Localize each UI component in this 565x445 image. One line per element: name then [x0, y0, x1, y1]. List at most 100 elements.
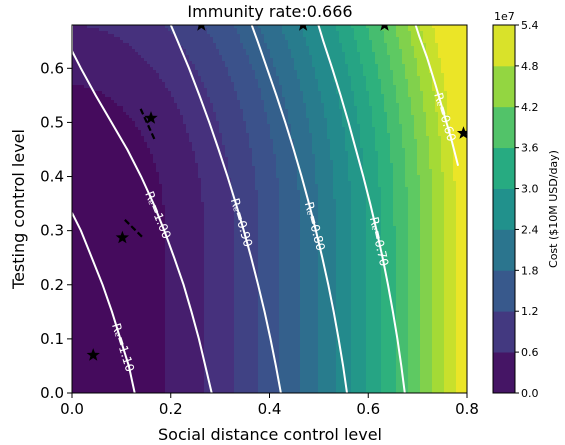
cost-cell — [75, 64, 79, 68]
cost-cell — [129, 148, 133, 152]
cost-cell — [129, 208, 133, 212]
cost-cell — [138, 100, 142, 104]
cost-cell — [108, 208, 112, 212]
cost-cell — [84, 310, 88, 314]
cost-cell — [111, 205, 115, 209]
cost-cell — [111, 64, 115, 68]
cost-cell — [144, 328, 148, 332]
cost-cell — [78, 307, 82, 311]
cost-cell — [87, 157, 91, 161]
cost-cell — [108, 391, 112, 393]
cost-cell — [132, 58, 136, 62]
cost-cell — [72, 277, 76, 281]
cost-cell — [87, 325, 91, 329]
cost-cell — [129, 283, 133, 287]
plot-area — [72, 25, 467, 393]
cost-cell — [147, 112, 151, 116]
cost-cell — [87, 193, 91, 197]
cost-cell — [123, 37, 127, 41]
cost-cell — [123, 328, 127, 332]
cost-cell — [108, 43, 112, 47]
cost-cell — [99, 304, 103, 308]
cost-cell — [75, 100, 79, 104]
cost-cell — [102, 355, 106, 359]
cost-cell — [138, 337, 142, 341]
cost-cell — [90, 172, 94, 176]
cost-cell — [135, 184, 139, 188]
cost-cell — [129, 307, 133, 311]
cost-cell — [111, 328, 115, 332]
cost-cell — [87, 55, 91, 59]
cost-cell — [132, 46, 136, 50]
cost-cell — [129, 175, 133, 179]
cost-cell — [144, 274, 148, 278]
cost-cell — [144, 256, 148, 260]
cost-cell — [84, 229, 88, 233]
cost-cell — [111, 358, 115, 362]
cost-cell — [114, 361, 118, 365]
cost-cell — [132, 124, 136, 128]
cost-cell — [102, 67, 106, 71]
cost-cell — [105, 301, 109, 305]
cost-cell — [90, 190, 94, 194]
cost-cell — [132, 55, 136, 59]
cost-cell — [75, 253, 79, 257]
cost-cell — [78, 184, 82, 188]
cost-cell — [117, 238, 121, 242]
cost-cell — [126, 169, 130, 173]
cost-cell — [99, 211, 103, 215]
cost-cell — [108, 382, 112, 386]
cost-cell — [75, 115, 79, 119]
cost-cell — [147, 34, 151, 38]
cost-cell — [132, 229, 136, 233]
cost-cell — [120, 217, 124, 221]
cost-cell — [120, 61, 124, 65]
cost-cell — [117, 157, 121, 161]
cost-cell — [78, 202, 82, 206]
cost-cell — [105, 46, 109, 50]
cost-cell — [126, 271, 130, 275]
cost-cell — [96, 148, 100, 152]
cost-cell — [81, 262, 85, 266]
cost-cell — [102, 313, 106, 317]
cost-cell — [126, 376, 130, 380]
cost-cell — [141, 52, 145, 56]
cost-cell — [144, 361, 148, 365]
cost-cell — [87, 31, 91, 35]
cost-cell — [84, 280, 88, 284]
cost-cell — [102, 340, 106, 344]
cost-cell — [99, 148, 103, 152]
cost-cell — [141, 88, 145, 92]
cost-cell — [81, 331, 85, 335]
cost-cell — [111, 58, 115, 62]
cost-cell — [132, 220, 136, 224]
cost-cell — [87, 73, 91, 77]
cost-cell — [144, 127, 148, 131]
cost-cell — [90, 136, 94, 140]
cost-cell — [147, 70, 151, 74]
cost-cell — [120, 82, 124, 86]
cost-cell — [96, 184, 100, 188]
cost-cell — [93, 139, 97, 143]
cost-cell — [90, 253, 94, 257]
cost-cell — [117, 328, 121, 332]
cost-cell — [138, 247, 142, 251]
cost-cell — [144, 139, 148, 143]
cost-cell — [132, 97, 136, 101]
cost-cell — [132, 316, 136, 320]
cost-cell — [138, 340, 142, 344]
cost-cell — [117, 55, 121, 59]
cost-cell — [72, 73, 76, 77]
cost-cell — [129, 151, 133, 155]
cost-cell — [144, 151, 148, 155]
cost-cell — [111, 70, 115, 74]
cost-cell — [144, 391, 148, 393]
cost-cell — [129, 256, 133, 260]
cost-cell — [93, 67, 97, 71]
cost-cell — [75, 127, 79, 131]
cost-cell — [105, 214, 109, 218]
cost-cell — [138, 139, 142, 143]
cost-cell — [84, 220, 88, 224]
cost-cell — [117, 172, 121, 176]
cost-cell — [114, 178, 118, 182]
